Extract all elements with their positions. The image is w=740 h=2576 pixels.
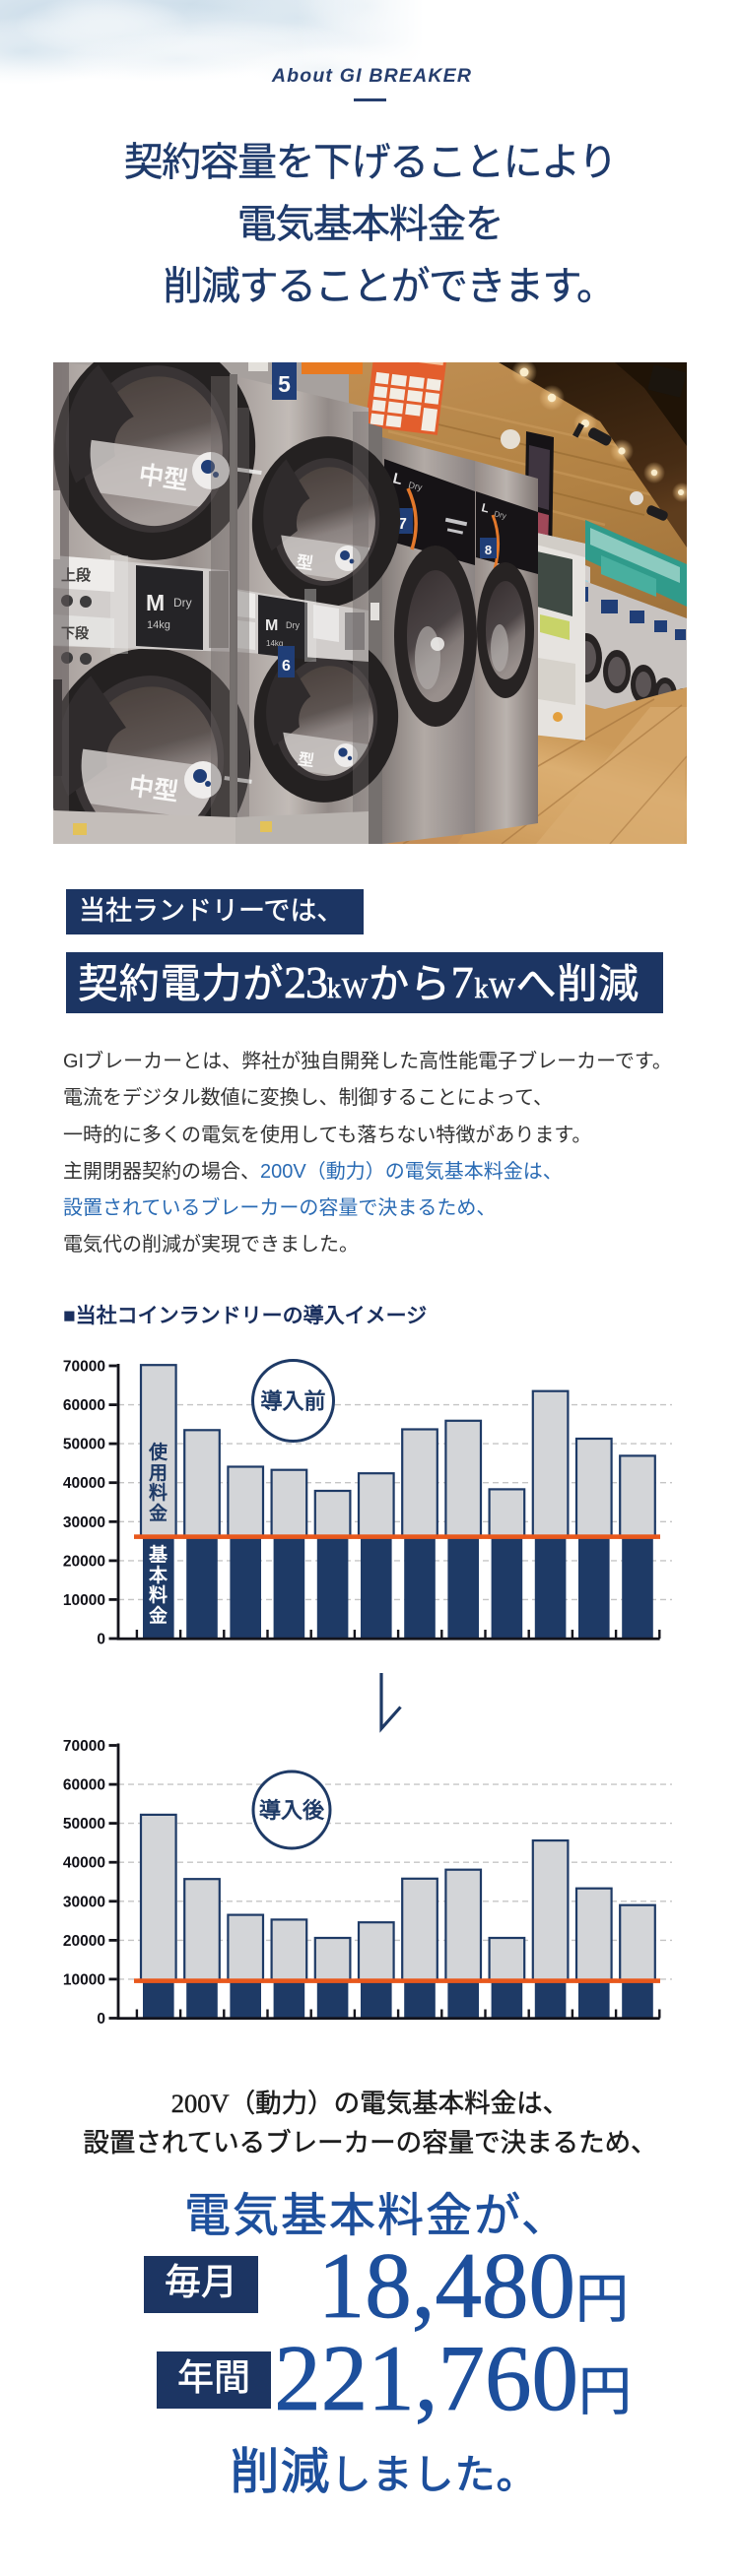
svg-text:0: 0 xyxy=(97,2011,105,2028)
svg-text:型: 型 xyxy=(297,750,314,770)
svg-text:60000: 60000 xyxy=(63,1397,105,1414)
svg-text:30000: 30000 xyxy=(63,1514,105,1531)
svg-text:70000: 70000 xyxy=(63,1359,105,1376)
svg-text:導入後: 導入後 xyxy=(259,1798,325,1823)
svg-text:10000: 10000 xyxy=(63,1971,105,1988)
svg-text:30000: 30000 xyxy=(63,1894,105,1910)
svg-text:Dry: Dry xyxy=(286,620,300,630)
svg-text:20000: 20000 xyxy=(63,1933,105,1950)
svg-text:8: 8 xyxy=(485,543,492,557)
svg-text:40000: 40000 xyxy=(63,1475,105,1492)
svg-text:中型: 中型 xyxy=(137,461,189,495)
svg-text:M: M xyxy=(146,590,165,615)
svg-text:Dry: Dry xyxy=(408,480,424,492)
svg-text:40000: 40000 xyxy=(63,1855,105,1872)
svg-text:14kg: 14kg xyxy=(147,619,170,631)
svg-text:10000: 10000 xyxy=(63,1592,105,1609)
svg-text:0: 0 xyxy=(97,1632,105,1648)
svg-text:50000: 50000 xyxy=(63,1437,105,1453)
svg-text:5: 5 xyxy=(278,371,291,397)
svg-text:中型: 中型 xyxy=(127,772,179,806)
svg-text:7: 7 xyxy=(398,516,407,533)
svg-text:60000: 60000 xyxy=(63,1777,105,1794)
svg-text:導入前: 導入前 xyxy=(260,1389,325,1414)
svg-text:70000: 70000 xyxy=(63,1738,105,1755)
svg-text:6: 6 xyxy=(282,658,291,675)
svg-text:L: L xyxy=(391,470,404,488)
svg-text:14kg: 14kg xyxy=(266,639,283,648)
svg-text:Dry: Dry xyxy=(173,596,192,610)
svg-text:Dry: Dry xyxy=(494,509,507,521)
svg-text:L: L xyxy=(480,500,490,515)
svg-text:型: 型 xyxy=(295,551,314,573)
svg-text:M: M xyxy=(265,617,278,634)
svg-text:20000: 20000 xyxy=(63,1553,105,1570)
svg-text:50000: 50000 xyxy=(63,1816,105,1833)
